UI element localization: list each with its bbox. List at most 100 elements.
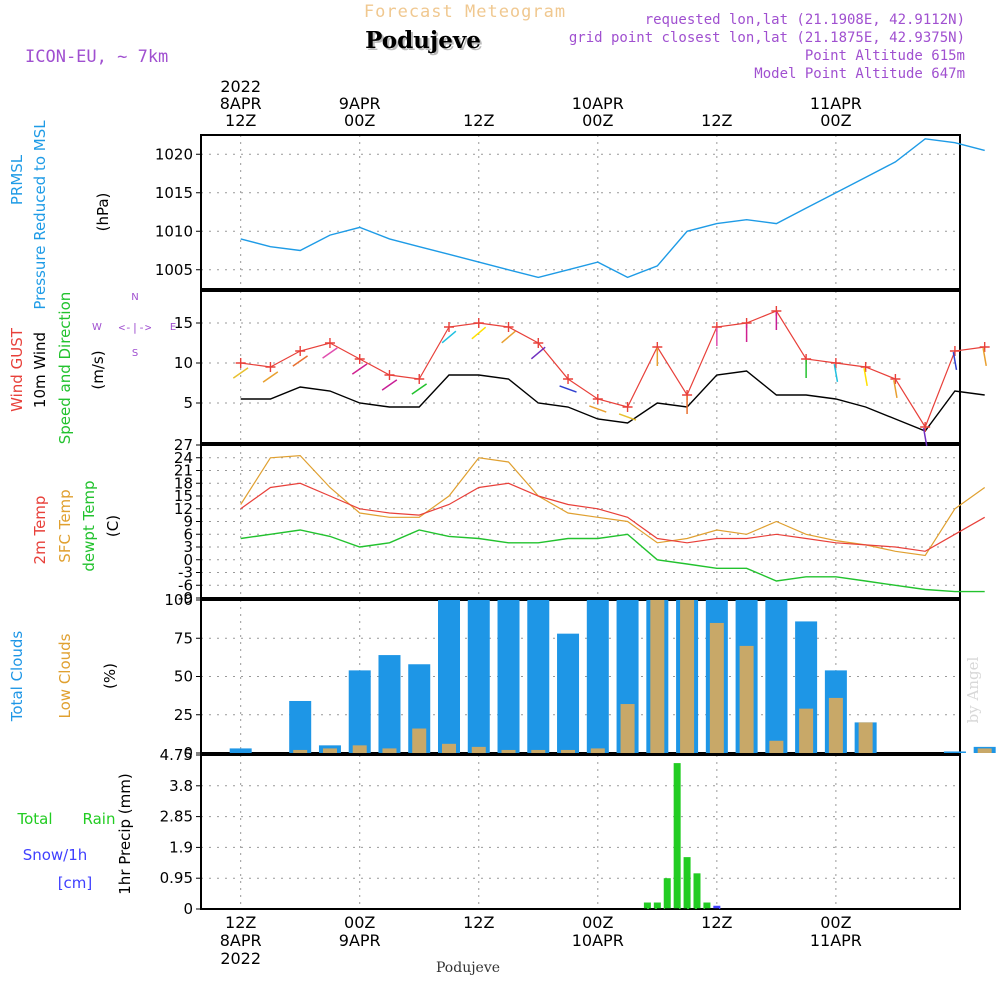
temp-label-sfc: SFC Temp <box>56 489 74 562</box>
location-title: Podujeve <box>365 27 481 54</box>
y-tick-label: 10 <box>174 354 193 372</box>
wind-direction-arrow <box>863 368 868 386</box>
y-tick-label: 3.8 <box>169 777 193 795</box>
precip-bar-rain <box>693 873 701 909</box>
bottom-axis-date: 8APR <box>220 931 262 950</box>
wind-direction-arrow <box>922 428 928 446</box>
point-altitude: Point Altitude 615m <box>805 48 965 64</box>
gust-marker <box>295 346 306 356</box>
model-name: ICON-EU, ~ 7km <box>25 47 168 67</box>
cloud-bar-total <box>348 670 371 753</box>
gust-marker <box>473 318 484 328</box>
y-tick-label: 2.85 <box>160 808 193 826</box>
footer-location: Podujeve <box>436 960 500 976</box>
cloud-bar-low <box>620 704 635 753</box>
gust-marker <box>414 374 425 384</box>
precip-label-rain: Rain <box>83 810 116 828</box>
cloud-bar-low <box>471 746 486 753</box>
wind-label-gust: Wind GUST <box>8 327 26 412</box>
precip-label-unit: [cm] <box>58 874 93 892</box>
gust-marker <box>830 358 841 368</box>
gust-marker <box>979 342 990 352</box>
gridpoint-coordinates: grid point closest lon,lat (21.1875E, 42… <box>569 30 965 46</box>
cloud-bar-low <box>382 748 397 753</box>
cloud-bar-low <box>501 749 516 753</box>
y-tick-label: 25 <box>174 706 193 724</box>
bottom-axis-date: 10APR <box>572 931 624 950</box>
cloud-unit: (%) <box>101 663 119 689</box>
credit-watermark: by Angel <box>964 656 982 723</box>
bottom-axis-hour: 00Z <box>820 913 851 932</box>
precip-label-snow: Snow/1h <box>23 846 88 864</box>
y-tick-label: -3 <box>178 564 193 582</box>
wind-direction-arrow <box>232 367 249 379</box>
y-tick-label: -9 <box>178 589 193 607</box>
y-tick-label: 18 <box>174 474 193 492</box>
cloud-bar-total <box>527 600 550 753</box>
cloud-bar-low <box>590 748 605 753</box>
cloud-bar-low <box>828 697 843 753</box>
bottom-axis-date: 9APR <box>339 931 381 950</box>
cloud-bar-low <box>293 749 308 753</box>
gust-marker <box>354 354 365 364</box>
series-line-2m-temp <box>240 482 985 552</box>
precip-label-total: Total <box>16 810 52 828</box>
wind-unit: (m/s) <box>89 350 107 389</box>
wind-label-direction: Speed and Direction <box>56 292 74 445</box>
wind-direction-arrow <box>262 371 279 383</box>
compass-east: E <box>170 322 176 333</box>
y-tick-label: 0 <box>183 900 193 918</box>
top-axis-date: 10APR <box>572 94 624 113</box>
top-axis-hour: 00Z <box>344 111 375 130</box>
cloud-bar-low <box>858 722 873 753</box>
wind-direction-arrow <box>411 383 428 395</box>
gust-marker <box>503 322 514 332</box>
top-axis-date: 11APR <box>810 94 862 113</box>
cloud-bar-low <box>531 749 546 753</box>
cloud-bar-low <box>769 740 784 753</box>
bottom-axis-hour: 12Z <box>463 913 494 932</box>
cloud-bar-low <box>412 728 427 753</box>
gust-marker <box>384 370 395 380</box>
y-tick-label: 21 <box>174 462 193 480</box>
top-axis-date: 9APR <box>339 94 381 113</box>
bottom-axis-hour: 12Z <box>701 913 732 932</box>
cloud-bar-total <box>765 600 788 753</box>
cloud-bar-total <box>289 700 312 753</box>
pressure-label-a: PRMSL <box>8 154 26 205</box>
series-line-prmsl <box>240 138 985 279</box>
bottom-axis-hour: 12Z <box>225 913 256 932</box>
y-tick-label: 0 <box>183 551 193 569</box>
gust-marker <box>235 358 246 368</box>
wind-direction-arrow <box>381 379 398 391</box>
bottom-axis-year: 2022 <box>220 949 261 968</box>
wind-direction-arrow <box>982 348 987 366</box>
panel-frame-precip <box>200 754 961 910</box>
y-tick-label: 50 <box>174 668 193 686</box>
compass-west: W <box>92 322 102 333</box>
top-axis-year: 2022 <box>220 77 261 96</box>
y-tick-label: -6 <box>178 576 193 594</box>
compass-arrows: <-|-> <box>118 321 151 334</box>
wind-direction-arrow <box>441 330 457 344</box>
y-tick-label: 1010 <box>155 222 193 240</box>
cloud-bar-total <box>943 751 966 753</box>
top-axis-hour: 00Z <box>582 111 613 130</box>
panel-frame-wind <box>200 290 961 444</box>
bottom-axis-hour: 00Z <box>582 913 613 932</box>
pressure-label-b: Pressure Reduced to MSL <box>31 120 49 310</box>
model-altitude: Model Point Altitude 647m <box>754 66 965 82</box>
gust-marker <box>890 374 901 384</box>
top-axis-hour: 00Z <box>820 111 851 130</box>
series-line-10m-wind <box>240 370 985 432</box>
wind-direction-arrow <box>559 385 577 393</box>
gust-marker <box>533 338 544 348</box>
cloud-bar-total <box>467 600 490 753</box>
series-line-dewpt-temp <box>240 529 985 593</box>
cloud-bar-low <box>442 743 456 753</box>
y-tick-label: 3 <box>183 538 193 556</box>
wind-direction-arrow <box>833 364 839 382</box>
cloud-bar-low <box>352 745 367 753</box>
cloud-bar-total <box>497 600 520 753</box>
